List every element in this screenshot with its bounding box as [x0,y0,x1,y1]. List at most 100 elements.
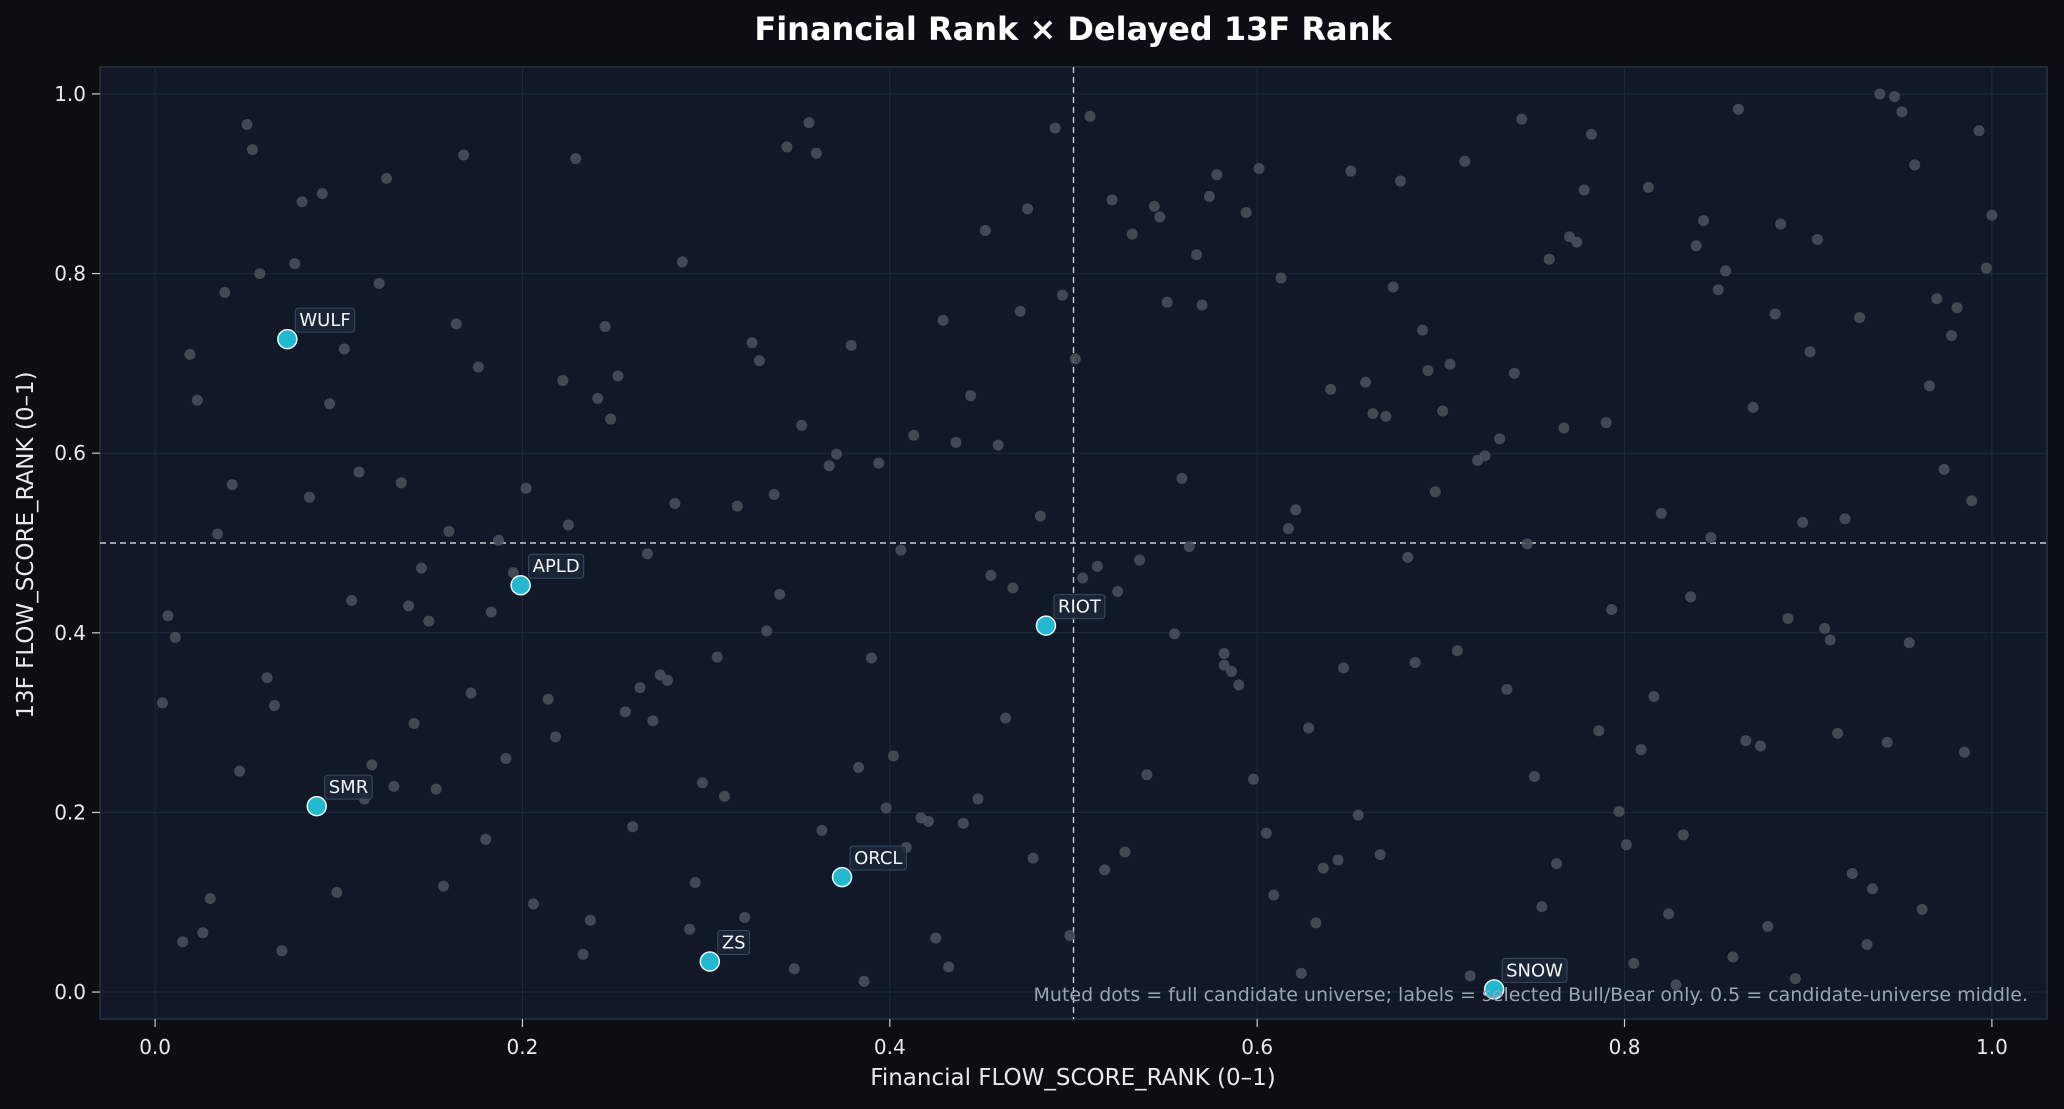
universe-point [1712,284,1724,296]
universe-point [1282,523,1294,535]
universe-point [689,876,701,888]
universe-point [261,672,273,684]
selected-point-wulf[interactable]: WULF [277,307,356,350]
universe-point [324,398,336,410]
universe-point [1196,299,1208,311]
universe-point [204,893,216,905]
universe-point [1451,645,1463,657]
point-label: SMR [329,777,368,798]
universe-point [241,118,253,130]
universe-point [739,912,751,924]
universe-point [887,750,899,762]
universe-point [1747,401,1759,413]
universe-point [1854,312,1866,324]
universe-point [711,651,723,663]
universe-point [1303,722,1315,734]
universe-point [1394,175,1406,187]
universe-point [570,153,582,165]
universe-point [1183,541,1195,553]
universe-point [458,149,470,161]
universe-point [1233,679,1245,691]
universe-point [605,413,617,425]
universe-point [1655,507,1667,519]
universe-point [1782,612,1794,624]
universe-point [1819,622,1831,634]
selected-point-zs[interactable]: ZS [699,930,751,972]
universe-point [408,718,420,730]
universe-point [1332,854,1344,866]
universe-point [415,562,427,574]
universe-point [746,337,758,349]
selected-point-orcl[interactable]: ORCL [831,845,907,888]
universe-point [584,914,596,926]
universe-point [774,588,786,600]
universe-point [542,693,554,705]
universe-point [303,491,315,503]
selected-point-riot[interactable]: RIOT [1035,594,1106,636]
universe-point [1134,554,1146,566]
universe-point [520,482,532,494]
point-label: WULF [299,310,350,331]
universe-point [1077,572,1089,584]
universe-point [943,961,955,973]
universe-point [430,783,442,795]
universe-point [162,610,174,622]
point-label-box [1053,594,1106,620]
universe-point [937,314,949,326]
universe-point [873,457,885,469]
universe-point [1938,463,1950,475]
universe-point [156,697,168,709]
universe-point [1112,585,1124,597]
y-tick-label: 0.4 [54,621,86,645]
selected-point-apld[interactable]: APLD [510,553,585,596]
universe-point [276,945,288,957]
universe-point [1980,262,1992,274]
universe-point [353,466,365,478]
universe-point [177,936,189,948]
universe-point [465,687,477,699]
universe-point [1380,410,1392,422]
reference-lines [100,67,2047,1019]
universe-point [1360,376,1372,388]
universe-point [803,117,815,129]
universe-point [1387,281,1399,293]
universe-point [1169,628,1181,640]
universe-point [184,348,196,360]
universe-point [268,700,280,712]
universe-point [1789,973,1801,985]
x-tick-label: 0.4 [874,1035,906,1059]
selected-point-smr[interactable]: SMR [306,774,373,817]
universe-point [696,777,708,789]
universe-point [1141,769,1153,781]
universe-point [1613,806,1625,818]
universe-point [577,948,589,960]
universe-point [1310,917,1322,929]
universe-point [1635,744,1647,756]
universe-point [676,256,688,268]
universe-point [908,429,920,441]
x-tick-label: 0.6 [1241,1035,1273,1059]
universe-point [1874,88,1886,100]
selected-point-snow[interactable]: SNOW [1483,957,1568,1000]
universe-point [1551,858,1563,870]
universe-point [1154,211,1166,223]
point-label: APLD [533,556,580,577]
universe-point [957,817,969,829]
universe-point [1069,353,1081,365]
universe-point [403,600,415,612]
selected-marker [1035,615,1057,636]
universe-point [1099,864,1111,876]
universe-point [1459,155,1471,167]
universe-point [1374,849,1386,861]
universe-point [979,224,991,236]
universe-point [346,594,358,606]
universe-point [550,731,562,743]
universe-point [1986,209,1998,221]
universe-point [1558,422,1570,434]
universe-point [1268,889,1280,901]
universe-point [1000,712,1012,724]
universe-point [922,815,934,827]
universe-point [641,548,653,560]
universe-point [1811,233,1823,245]
universe-point [480,833,492,845]
